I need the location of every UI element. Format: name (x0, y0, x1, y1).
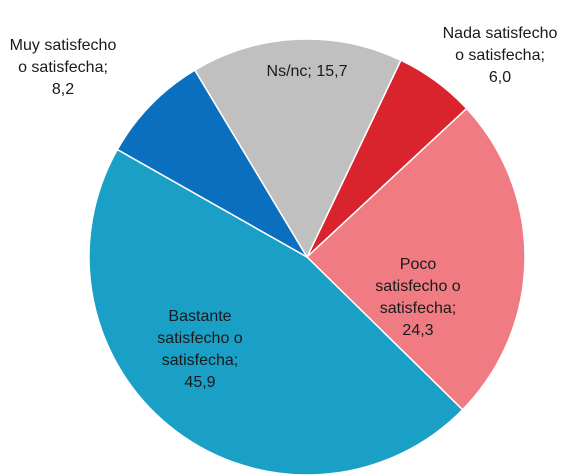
label-separator: ; (233, 352, 239, 369)
pie-slice (88, 148, 464, 476)
label-separator: ; (307, 63, 312, 80)
data-label: Bastante satisfecho o satisfecha; 45,9 (145, 306, 255, 394)
pie-slice (305, 107, 526, 411)
value-label: 45,9 (184, 374, 216, 391)
label-category: Bastante satisfecho o satisfecha (157, 308, 243, 369)
label-category: Muy satisfecho o satisfecha (9, 37, 117, 76)
pie-slice (193, 38, 402, 259)
data-label: Nada satisfecho o satisfecha; 6,0 (443, 23, 558, 89)
data-label: Poco satisfecho o satisfecha; 24,3 (363, 254, 473, 342)
value-label: 24,3 (402, 322, 434, 339)
label-category: Ns/nc (266, 63, 308, 80)
data-label: Ns/nc; 15,7 (237, 61, 377, 83)
data-label: Muy satisfecho o satisfecha; 8,2 (8, 35, 118, 101)
value-label: 8,2 (51, 81, 75, 98)
label-category: Poco satisfecho o satisfecha (375, 256, 461, 317)
value-label: 6,0 (488, 69, 512, 86)
label-category: Nada satisfecho o satisfecha (442, 25, 558, 64)
value-label: 15,7 (316, 63, 348, 80)
label-separator: ; (103, 59, 108, 76)
pie-slice (116, 69, 310, 260)
label-separator: ; (540, 47, 545, 64)
label-separator: ; (451, 300, 457, 317)
